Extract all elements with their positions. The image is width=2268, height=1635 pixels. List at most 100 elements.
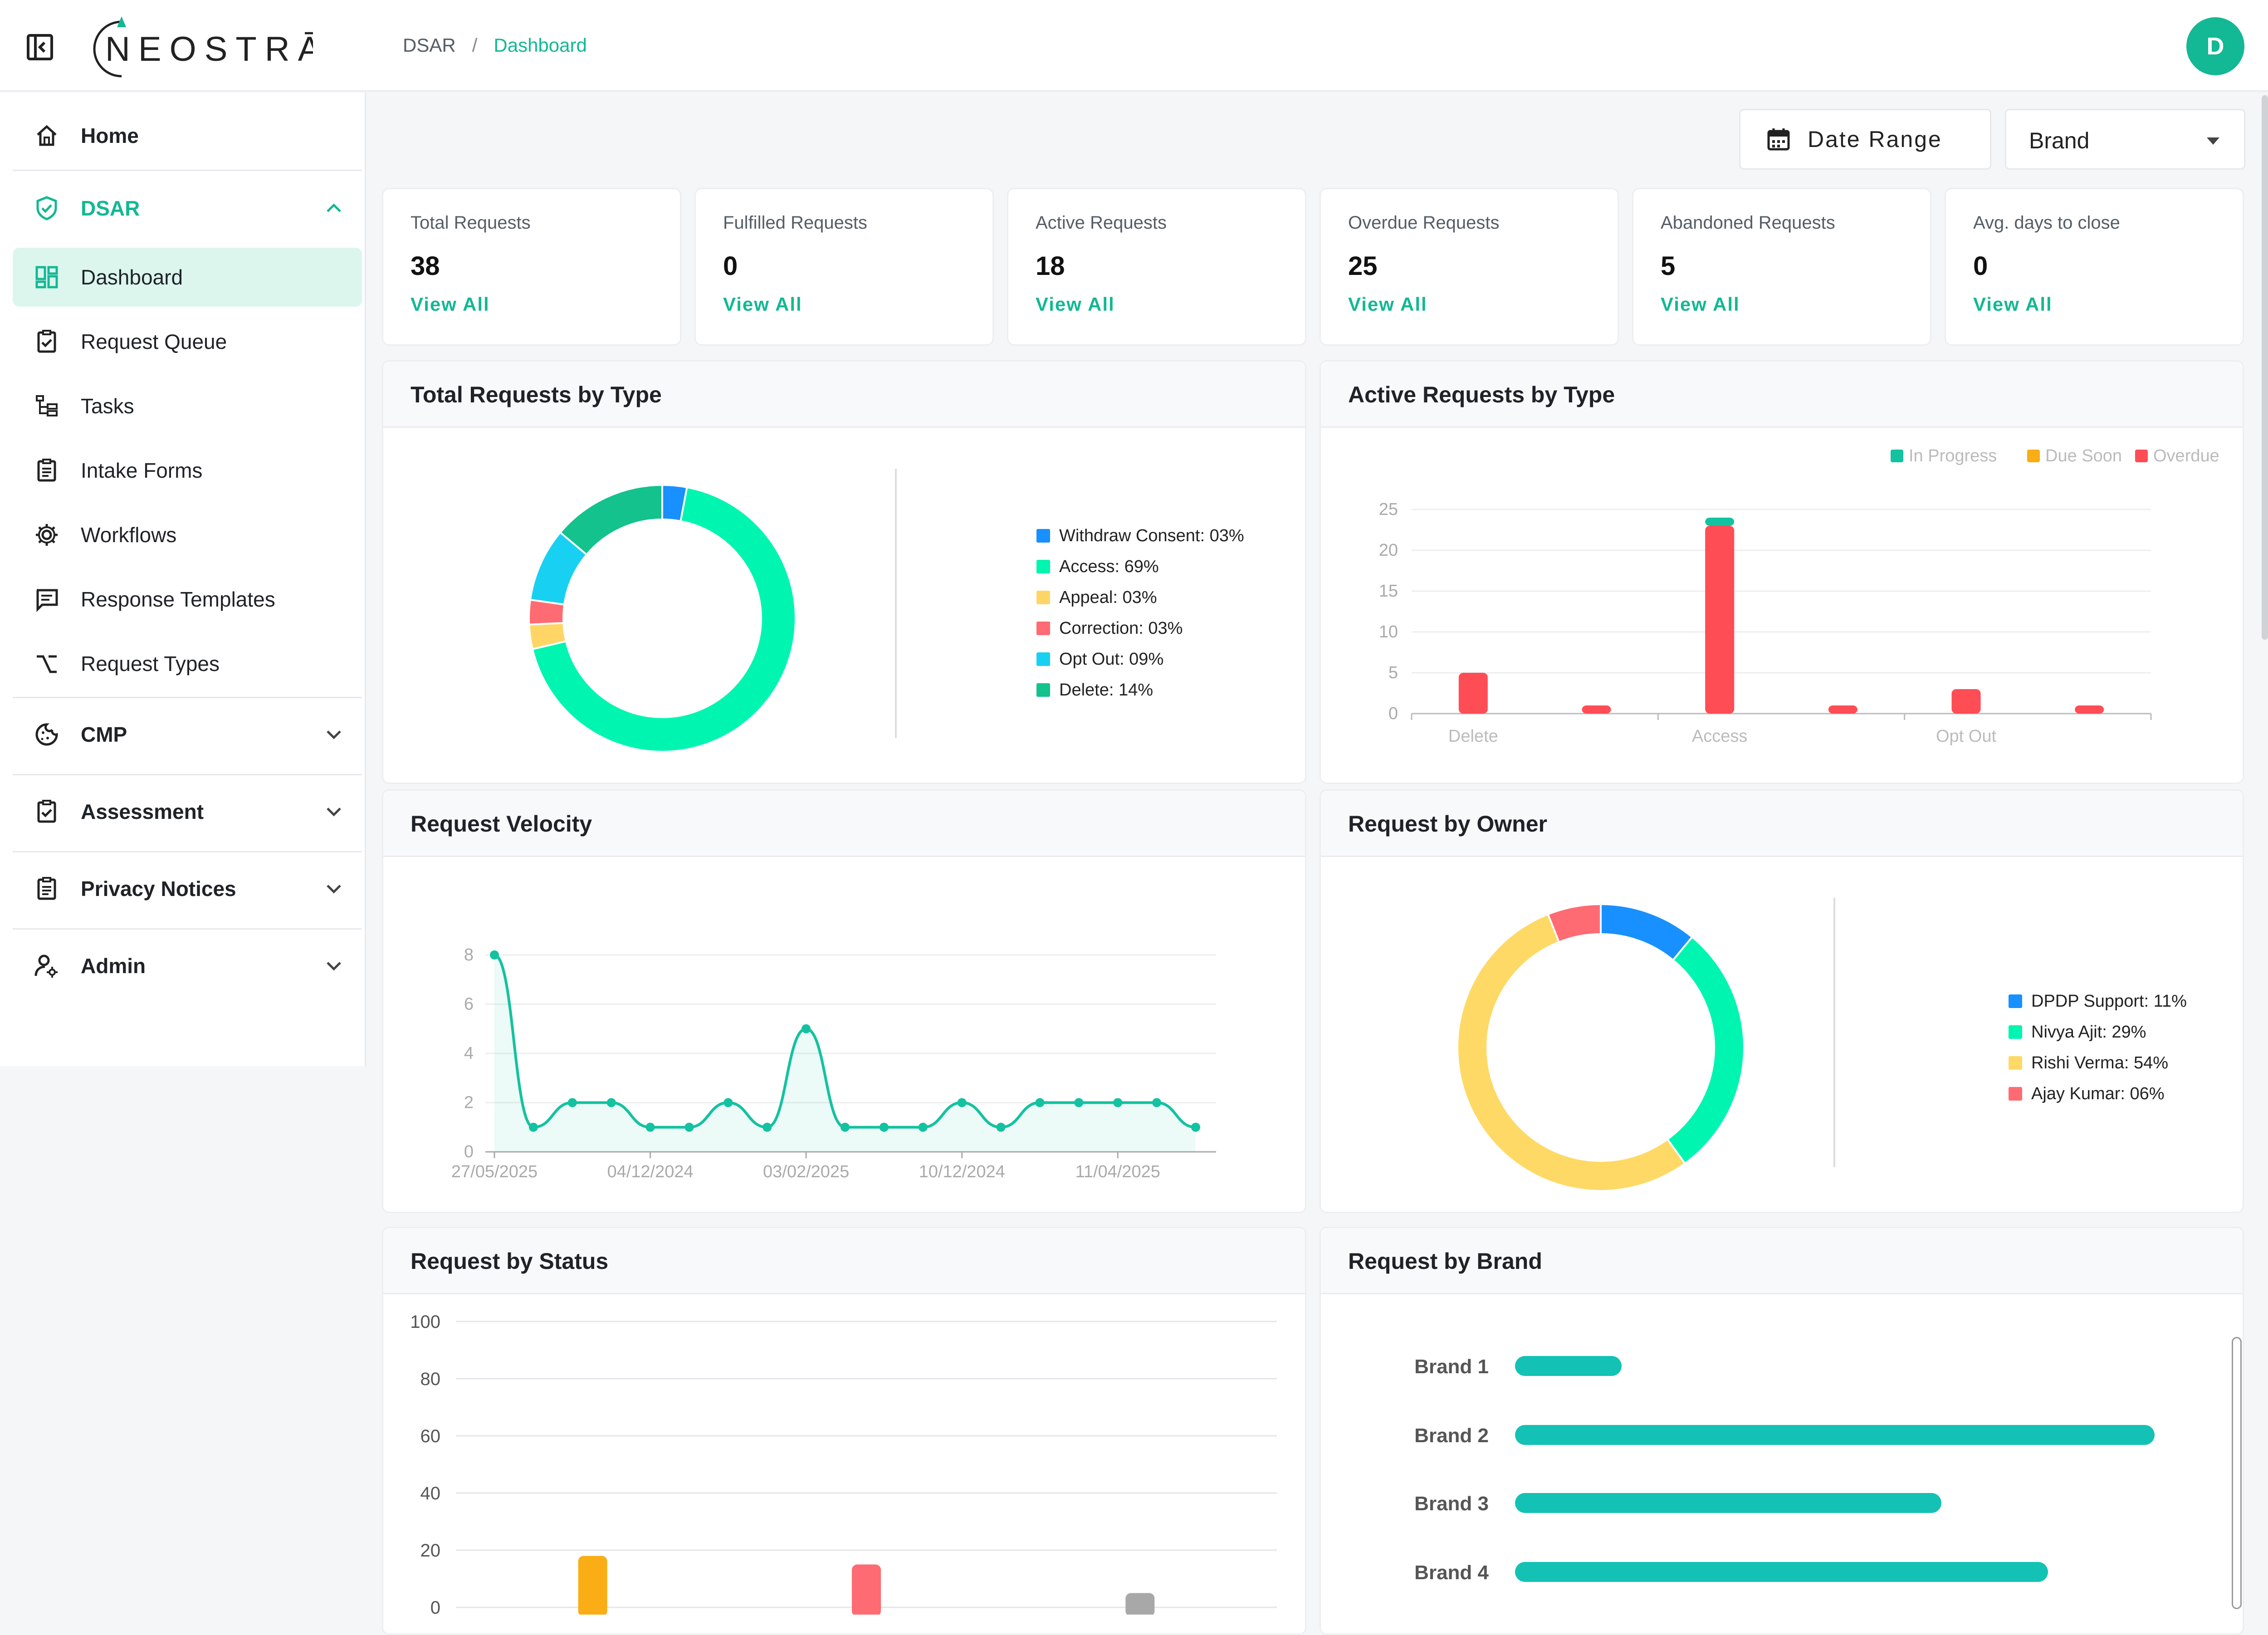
data-point[interactable] (490, 950, 499, 959)
legend-item[interactable]: Rishi Verma: 54% (2009, 1048, 2187, 1078)
sidebar-toggle-icon[interactable] (25, 33, 54, 62)
bar[interactable] (1582, 705, 1611, 714)
form-icon (37, 459, 56, 482)
donut-slice[interactable] (1666, 935, 1745, 1165)
chevron-down-icon[interactable] (323, 877, 345, 899)
sidebar-item-admin[interactable]: Admin (13, 936, 362, 995)
bar[interactable] (1515, 1425, 2155, 1445)
sidebar-item-request-types[interactable]: Request Types (13, 634, 362, 693)
bar[interactable] (1515, 1562, 2048, 1582)
data-point[interactable] (567, 1098, 577, 1107)
sidebar-item-label: Admin (81, 954, 146, 978)
panel-header: Active Requests by Type (1321, 362, 2243, 428)
bar[interactable] (1125, 1593, 1155, 1615)
chevron-down-icon[interactable] (323, 955, 345, 976)
sidebar-item-response-templates[interactable]: Response Templates (13, 570, 362, 629)
sidebar-item-intake-forms[interactable]: Intake Forms (13, 441, 362, 500)
bar[interactable] (578, 1556, 607, 1615)
bar[interactable] (1705, 526, 1735, 714)
legend-item[interactable]: Nivya Ajit: 29% (2009, 1017, 2187, 1048)
legend-item[interactable]: Opt Out: 09% (1036, 644, 1244, 675)
y-tick-label: 6 (464, 995, 474, 1014)
bar[interactable] (1515, 1356, 1622, 1376)
legend-item[interactable]: Delete: 14% (1036, 675, 1244, 705)
data-point[interactable] (1035, 1098, 1045, 1107)
data-point[interactable] (1074, 1098, 1084, 1107)
legend-item[interactable]: Withdraw Consent: 03% (1036, 520, 1244, 551)
sidebar-item-dsar[interactable]: DSAR (13, 179, 362, 238)
data-point[interactable] (996, 1122, 1006, 1132)
sidebar-item-assessment[interactable]: Assessment (13, 782, 362, 841)
bar[interactable] (1458, 673, 1488, 714)
home-icon (37, 125, 57, 146)
view-all-link[interactable]: View All (723, 294, 802, 315)
stat-value: 0 (1973, 251, 1988, 281)
data-point[interactable] (763, 1122, 772, 1132)
data-point[interactable] (879, 1122, 889, 1132)
chevron-down-icon[interactable] (323, 723, 345, 745)
breadcrumb: DSAR / Dashboard (403, 32, 587, 59)
sidebar-item-home[interactable]: Home (13, 106, 362, 165)
breadcrumb-dsar[interactable]: DSAR (403, 34, 456, 56)
donut-slice[interactable] (531, 486, 797, 753)
page-scrollbar[interactable] (2262, 95, 2268, 640)
donut-slice[interactable] (1547, 903, 1602, 944)
data-point[interactable] (528, 1122, 538, 1132)
data-point[interactable] (723, 1098, 733, 1107)
data-point[interactable] (802, 1024, 811, 1033)
bar[interactable] (852, 1564, 881, 1615)
bar[interactable] (1515, 1493, 1941, 1513)
bar[interactable] (1951, 689, 1981, 714)
data-point[interactable] (645, 1122, 655, 1132)
donut-slice[interactable] (1457, 913, 1686, 1192)
bar[interactable] (1705, 518, 1735, 526)
avatar[interactable]: D (2186, 17, 2244, 75)
chevron-down-icon[interactable] (323, 800, 345, 822)
data-point[interactable] (1113, 1098, 1123, 1107)
view-all-link[interactable]: View All (1661, 294, 1740, 315)
sidebar-item-workflows[interactable]: Workflows (13, 505, 362, 564)
view-all-link[interactable]: View All (411, 294, 490, 315)
sidebar-item-label: Response Templates (81, 587, 275, 611)
donut-slice[interactable] (559, 484, 663, 556)
line-area (494, 955, 1196, 1152)
cookie-icon (35, 723, 58, 746)
data-point[interactable] (918, 1122, 928, 1132)
bar[interactable] (1828, 705, 1857, 714)
data-point[interactable] (841, 1122, 850, 1132)
data-point[interactable] (684, 1122, 694, 1132)
legend-item[interactable]: Appeal: 03% (1036, 582, 1244, 613)
view-all-link[interactable]: View All (1973, 294, 2053, 315)
stat-title: Overdue Requests (1348, 213, 1500, 233)
bar[interactable] (2075, 705, 2104, 714)
legend-item[interactable]: Access: 69% (1036, 551, 1244, 582)
legend-item[interactable]: DPDP Support: 11% (2009, 986, 2187, 1017)
legend-item[interactable]: Due Soon (2027, 446, 2122, 465)
sidebar-item-tasks[interactable]: Tasks (13, 377, 362, 436)
sidebar-item-privacy-notices[interactable]: Privacy Notices (13, 859, 362, 918)
date-range-button[interactable]: Date Range (1739, 109, 1991, 170)
scrollbar-inner[interactable] (2232, 1337, 2242, 1609)
sidebar-item-cmp[interactable]: CMP (13, 705, 362, 764)
stat-title: Avg. days to close (1973, 213, 2120, 233)
branch-icon (37, 655, 57, 673)
donut-slice[interactable] (1600, 903, 1694, 962)
data-point[interactable] (1152, 1098, 1162, 1107)
data-point[interactable] (957, 1098, 967, 1107)
data-point[interactable] (606, 1098, 616, 1107)
stat-card-fulfilled-requests: Fulfilled Requests 0 View All (694, 188, 994, 346)
y-tick-label: 25 (1379, 500, 1398, 519)
legend-item[interactable]: Correction: 03% (1036, 613, 1244, 644)
legend-item[interactable]: Ajay Kumar: 06% (2009, 1078, 2187, 1109)
y-tick-label: 4 (464, 1044, 474, 1063)
view-all-link[interactable]: View All (1348, 294, 1427, 315)
sidebar-item-label: Privacy Notices (81, 877, 236, 901)
data-point[interactable] (1191, 1122, 1200, 1132)
legend-item[interactable]: Overdue (2135, 446, 2219, 465)
sidebar-item-dashboard[interactable]: Dashboard (13, 248, 362, 307)
brand-select[interactable]: Brand (2005, 109, 2245, 170)
legend-item[interactable]: In Progress (1891, 446, 1997, 465)
sidebar-item-request-queue[interactable]: Request Queue (13, 312, 362, 371)
chevron-up-icon[interactable] (323, 197, 345, 219)
view-all-link[interactable]: View All (1036, 294, 1115, 315)
